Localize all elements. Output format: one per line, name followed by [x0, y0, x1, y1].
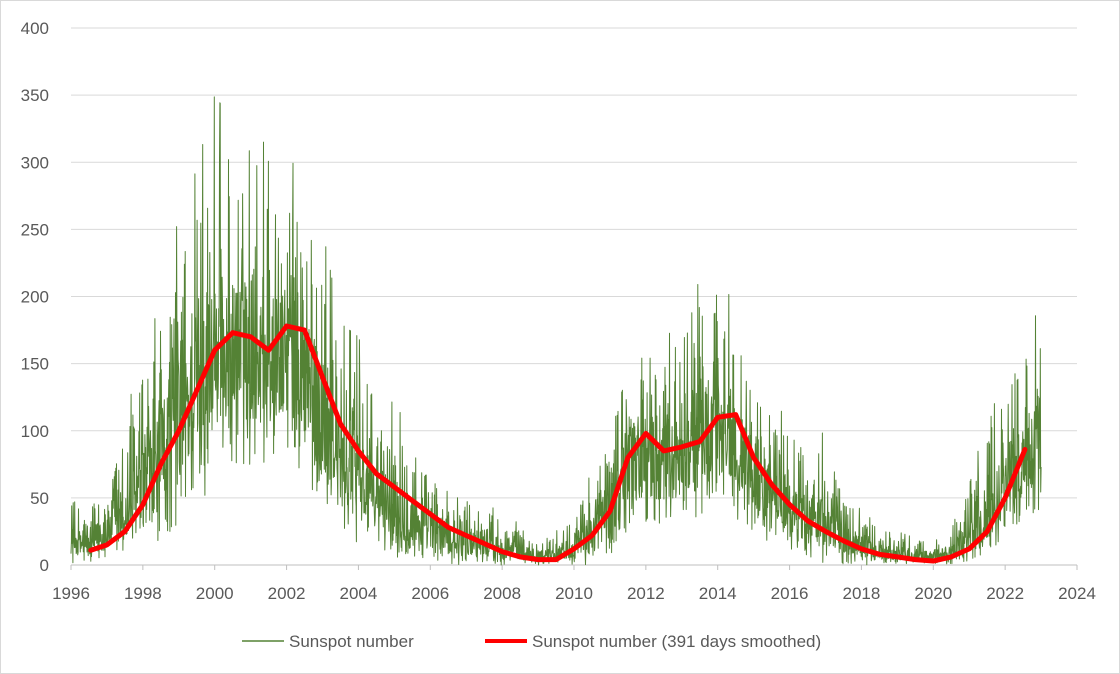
- y-tick-label: 400: [21, 19, 49, 38]
- y-tick-label: 200: [21, 288, 49, 307]
- x-tick-label: 2014: [699, 584, 737, 603]
- x-tick-label: 2008: [483, 584, 521, 603]
- x-tick-label: 2024: [1058, 584, 1096, 603]
- series-sunspot-number: [70, 96, 1042, 566]
- series-sunspot-smoothed: [88, 323, 1028, 564]
- y-tick-label: 50: [30, 489, 49, 508]
- y-axis-ticks: 0 50 100 150 200 250 300 350 400: [21, 19, 49, 575]
- y-tick-label: 100: [21, 422, 49, 441]
- x-tick-label: 2016: [771, 584, 809, 603]
- y-tick-label: 300: [21, 153, 49, 172]
- legend: Sunspot number Sunspot number (391 days …: [242, 632, 821, 651]
- x-tick-label: 2018: [843, 584, 881, 603]
- legend-label-sunspot-number: Sunspot number: [289, 632, 414, 651]
- y-tick-label: 250: [21, 220, 49, 239]
- x-tick-label: 2020: [914, 584, 952, 603]
- x-tick-label: 2012: [627, 584, 665, 603]
- line-sunspot-smoothed: [88, 323, 1028, 564]
- x-tick-label: 2002: [268, 584, 306, 603]
- gridlines: [71, 27, 1077, 499]
- y-tick-label: 0: [40, 556, 49, 575]
- line-sunspot-number: [70, 96, 1042, 566]
- x-tick-label: 2006: [411, 584, 449, 603]
- legend-label-sunspot-smoothed: Sunspot number (391 days smoothed): [532, 632, 821, 651]
- y-tick-label: 350: [21, 86, 49, 105]
- x-tick-label: 2000: [196, 584, 234, 603]
- x-tick-label: 1996: [52, 584, 90, 603]
- y-tick-label: 150: [21, 355, 49, 374]
- x-tick-label: 2010: [555, 584, 593, 603]
- x-tick-label: 2004: [340, 584, 378, 603]
- x-tick-label: 2022: [986, 584, 1024, 603]
- x-tick-label: 1998: [124, 584, 162, 603]
- x-axis-ticks: 1996 1998 2000 2002 2004 2006 2008 2010 2012 2014…: [52, 565, 1096, 603]
